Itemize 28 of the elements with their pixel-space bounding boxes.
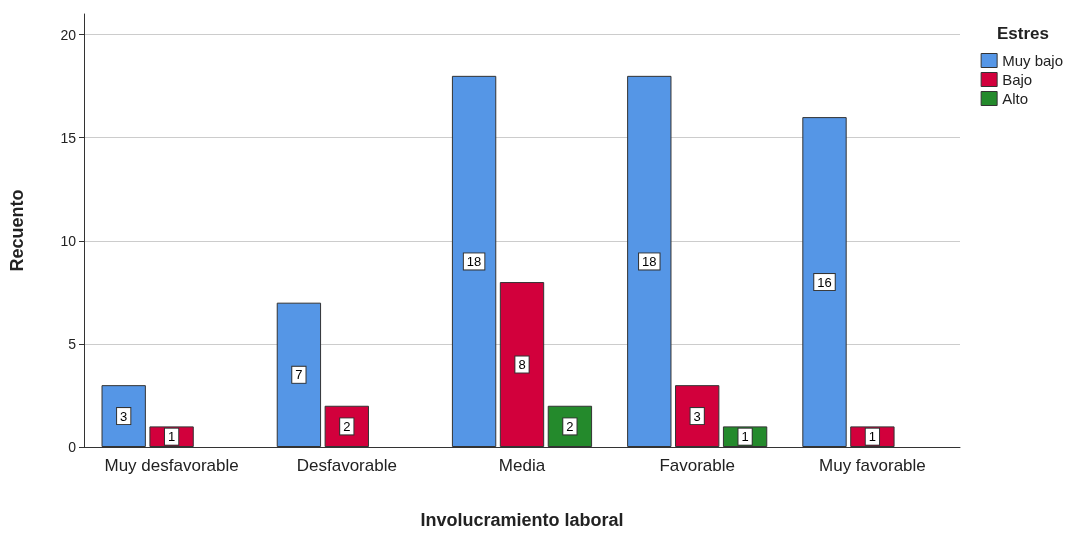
y-axis-title: Recuento (7, 189, 27, 272)
data-label: 18 (642, 253, 657, 269)
x-axis-title: Involucramiento laboral (420, 510, 624, 530)
x-tick-label: Muy favorable (819, 455, 926, 475)
y-tick-label: 15 (60, 129, 77, 146)
legend-label: Alto (1002, 90, 1028, 107)
data-label: 2 (343, 418, 351, 434)
legend-label: Bajo (1002, 71, 1033, 88)
y-tick-label: 20 (60, 26, 77, 43)
y-tick-label: 10 (60, 232, 77, 249)
y-tick-label: 0 (68, 439, 77, 455)
x-tick-label: Media (498, 455, 546, 475)
x-tick-label: Desfavorable (296, 455, 397, 475)
data-label: 1 (868, 429, 877, 445)
data-label: 16 (817, 274, 832, 290)
data-label: 8 (518, 357, 526, 373)
data-label: 3 (120, 408, 128, 424)
legend-title: Estres (997, 24, 1049, 43)
data-label: 2 (566, 418, 574, 434)
x-tick-label: Favorable (659, 455, 735, 475)
data-label: 7 (295, 367, 303, 383)
data-label: 3 (693, 408, 701, 424)
data-label: 1 (741, 429, 749, 445)
y-tick-label: 5 (68, 335, 77, 352)
data-label: 1 (167, 429, 176, 445)
legend-label: Muy bajo (1002, 52, 1064, 69)
data-label: 18 (466, 253, 482, 269)
x-tick-label: Muy desfavorable (104, 455, 239, 475)
